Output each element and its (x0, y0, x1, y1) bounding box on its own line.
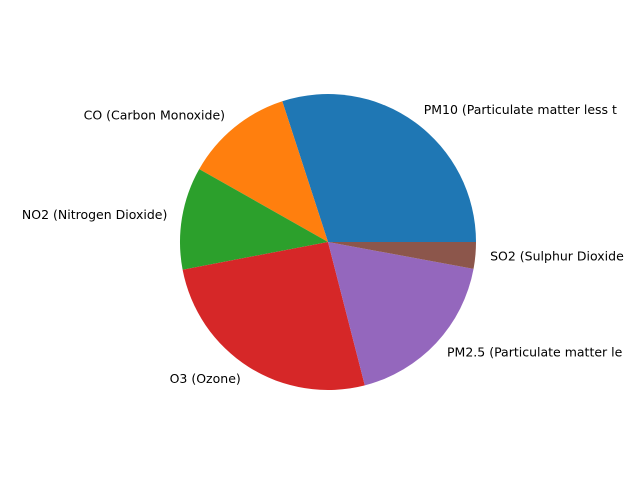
pie-slice-label-4: PM2.5 (Particulate matter le (447, 345, 623, 360)
pie-slice-label-1: CO (Carbon Monoxide) (84, 107, 225, 122)
pie-slice-label-3: O3 (Ozone) (170, 371, 241, 386)
pie-slice-5 (328, 242, 476, 269)
pie-labels: PM10 (Particulate matter less t CO (Carbo… (22, 102, 624, 386)
pie-slice-label-5: SO2 (Sulphur Dioxide (490, 248, 624, 263)
pie-slice-1 (199, 101, 328, 243)
pie-slice-0 (282, 93, 476, 242)
pie-slice-3 (182, 242, 365, 391)
pie-slice-label-0: PM10 (Particulate matter less t (424, 102, 617, 117)
pie-slices (179, 93, 476, 391)
pie-slice-2 (179, 169, 328, 270)
pie-slice-4 (328, 242, 474, 386)
pie-slice-label-2: NO2 (Nitrogen Dioxide) (22, 207, 167, 222)
